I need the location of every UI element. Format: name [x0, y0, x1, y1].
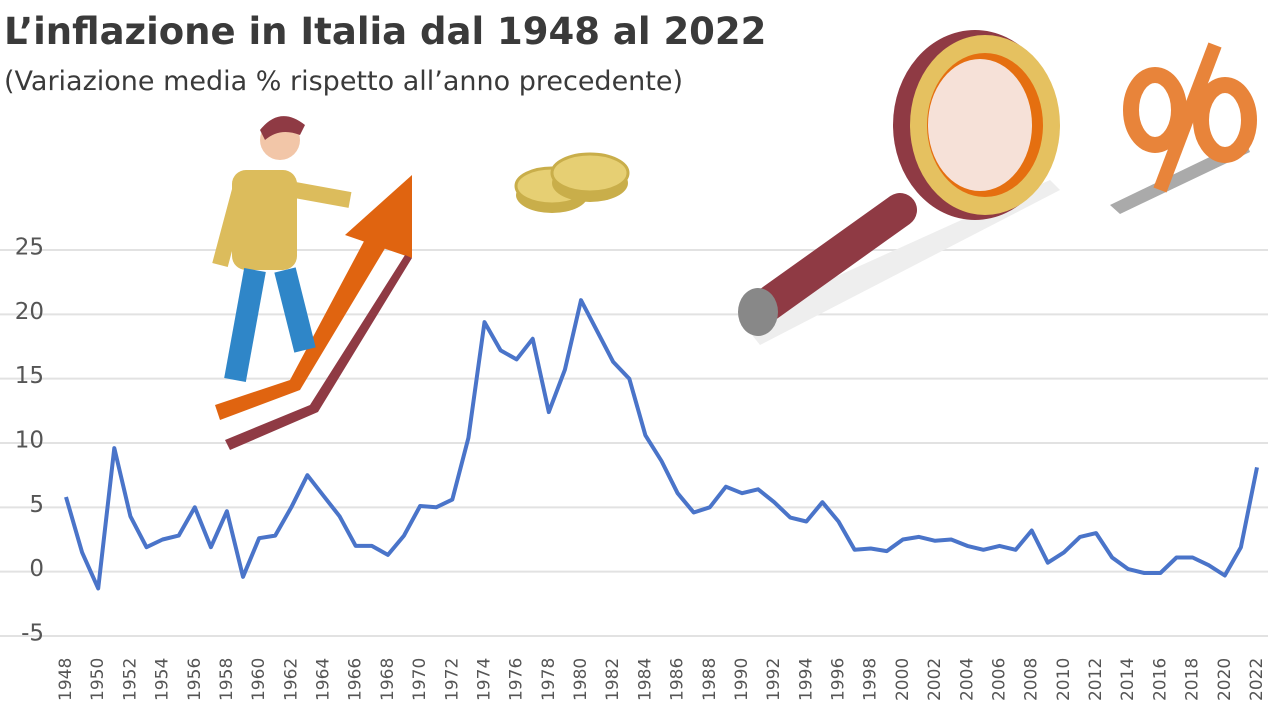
y-tick-label: 25	[15, 235, 44, 261]
y-tick-label: 15	[15, 363, 44, 389]
x-tick-label: 2014	[1118, 658, 1138, 701]
y-tick-label: 10	[15, 428, 44, 454]
chart-subtitle: (Variazione media % rispetto all’anno pr…	[4, 66, 683, 97]
x-tick-label: 1970	[410, 658, 430, 701]
x-tick-label: 1948	[56, 658, 76, 701]
x-tick-label: 1988	[700, 658, 720, 701]
data-line	[64, 298, 1259, 591]
x-tick-label: 2008	[1022, 658, 1042, 701]
x-tick-label: 1982	[603, 658, 623, 701]
x-tick-label: 1954	[153, 658, 173, 701]
x-tick-label: 1984	[635, 658, 655, 701]
x-tick-label: 1964	[314, 658, 334, 701]
x-tick-label: 1956	[185, 658, 205, 701]
y-tick-label: 5	[29, 492, 44, 518]
y-tick-label: 0	[29, 556, 44, 582]
illustration-runner	[212, 116, 412, 450]
x-tick-label: 1966	[346, 658, 366, 701]
x-tick-label: 1996	[829, 658, 849, 701]
x-tick-label: 2000	[893, 658, 913, 701]
x-tick-label: 2004	[957, 658, 977, 701]
chart-title: L’inflazione in Italia dal 1948 al 2022	[4, 10, 766, 53]
illustration-magnifier	[738, 30, 1060, 345]
x-tick-label: 1950	[88, 658, 108, 701]
grid	[0, 249, 1268, 637]
x-tick-label: 2016	[1150, 658, 1170, 701]
x-tick-label: 1976	[507, 658, 527, 701]
x-tick-label: 2002	[925, 658, 945, 701]
x-tick-label: 1962	[281, 658, 301, 701]
x-tick-label: 2012	[1086, 658, 1106, 701]
x-tick-label: 1998	[861, 658, 881, 701]
x-tick-label: 1990	[732, 658, 752, 701]
illustration-coins	[514, 152, 630, 213]
x-tick-label: 2022	[1247, 658, 1267, 701]
y-tick-label: 20	[15, 299, 44, 325]
x-tick-label: 1974	[474, 658, 494, 701]
x-tick-label: 1960	[249, 658, 269, 701]
x-tick-label: 1994	[796, 658, 816, 701]
x-tick-label: 2020	[1215, 658, 1235, 701]
x-tick-label: 2006	[989, 658, 1009, 701]
x-tick-label: 1992	[764, 658, 784, 701]
x-tick-label: 1986	[668, 658, 688, 701]
x-tick-label: 1968	[378, 658, 398, 701]
x-tick-label: 1980	[571, 658, 591, 701]
x-tick-label: 1952	[120, 658, 140, 701]
x-tick-label: 1958	[217, 658, 237, 701]
x-tick-label: 2010	[1054, 658, 1074, 701]
x-tick-label: 1978	[539, 658, 559, 701]
y-tick-label: -5	[21, 621, 44, 647]
x-tick-label: 2018	[1183, 658, 1203, 701]
illustration-percent	[1110, 42, 1257, 214]
x-tick-label: 1972	[442, 658, 462, 701]
